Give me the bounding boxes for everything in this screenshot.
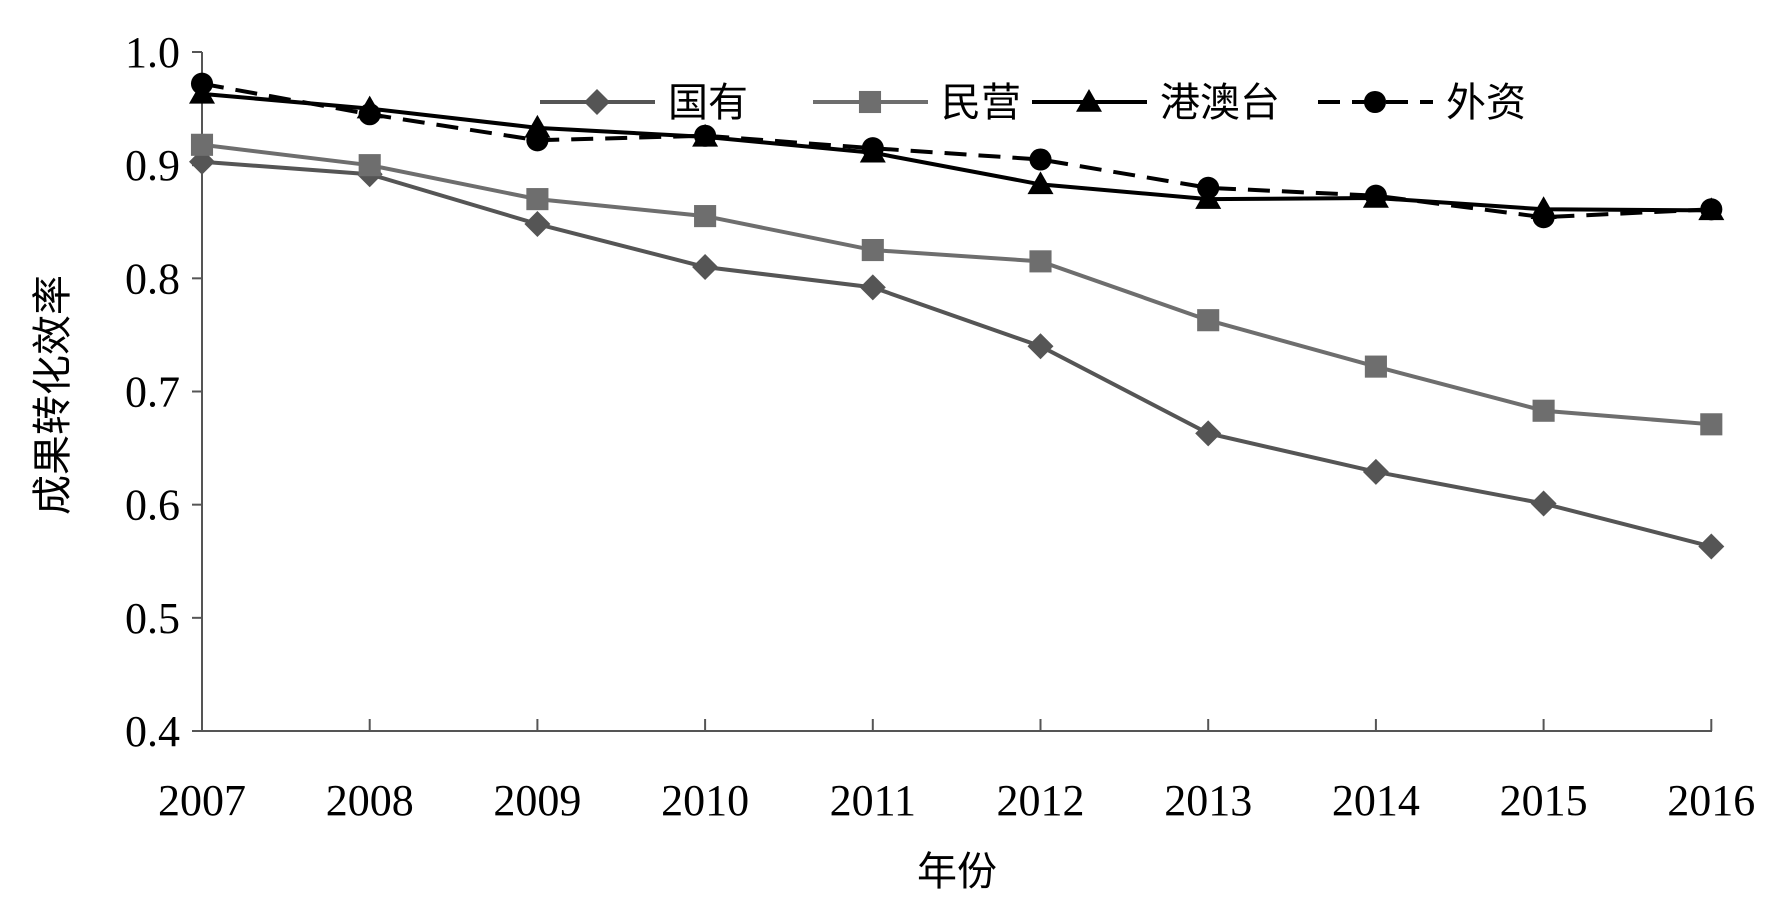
x-tick-label: 2014 — [1332, 776, 1420, 825]
legend-label-3: 港澳台 — [1160, 80, 1280, 126]
x-tick-label: 2010 — [661, 776, 749, 825]
data-point-2-2014 — [1364, 355, 1387, 378]
legend-marker-2 — [858, 90, 882, 114]
y-tick-label: 0.4 — [125, 707, 180, 756]
data-point-1-2014 — [1362, 458, 1389, 485]
x-tick-label: 2016 — [1667, 776, 1755, 825]
data-point-1-2013 — [1195, 420, 1222, 447]
data-point-4-2008 — [358, 103, 381, 126]
data-point-4-2009 — [526, 129, 549, 152]
data-point-2-2010 — [694, 205, 717, 228]
data-point-1-2011 — [859, 274, 886, 301]
x-tick-label: 2012 — [997, 776, 1085, 825]
data-point-4-2012 — [1029, 148, 1052, 171]
legend-label-4: 外资 — [1446, 80, 1526, 126]
x-tick-label: 2013 — [1164, 776, 1252, 825]
legend-marker-1 — [584, 89, 610, 115]
x-tick-label: 2008 — [326, 776, 414, 825]
data-point-2-2011 — [861, 238, 884, 262]
legend-label-2: 民营 — [941, 80, 1021, 126]
x-ticks: 2007 2008 2009 2010 2011 2012 2013 2014 2015 2016 — [158, 719, 1755, 825]
x-axis-title: 年份 — [917, 849, 997, 895]
y-tick-label: 0.7 — [125, 368, 180, 417]
series-layer — [189, 72, 1725, 560]
data-point-4-2007 — [190, 72, 214, 95]
data-point-3-2012 — [1027, 171, 1054, 195]
series-line-4 — [201, 81, 1712, 220]
data-point-2-2007 — [190, 133, 214, 156]
y-tick-label: 0.8 — [125, 254, 180, 303]
x-tick-label: 2009 — [493, 776, 581, 825]
data-point-4-2014 — [1364, 184, 1387, 207]
data-point-2-2013 — [1197, 309, 1220, 332]
data-point-1-2015 — [1530, 490, 1557, 517]
data-point-2-2016 — [1700, 413, 1723, 436]
data-point-2-2015 — [1532, 399, 1555, 422]
y-tick-label: 0.5 — [125, 594, 180, 643]
data-point-2-2012 — [1029, 250, 1052, 273]
data-point-4-2016 — [1700, 198, 1723, 221]
data-point-4-2013 — [1197, 176, 1220, 199]
y-tick-label: 0.6 — [125, 481, 180, 530]
legend: 国有 民营 港澳台 外资 — [540, 80, 1526, 126]
data-point-1-2016 — [1698, 533, 1725, 560]
data-point-2-2008 — [358, 154, 381, 177]
series-line-2 — [201, 142, 1712, 427]
series-line-3 — [201, 91, 1712, 213]
data-point-1-2009 — [524, 211, 551, 238]
x-tick-label: 2015 — [1500, 776, 1588, 825]
y-axis-title: 成果转化效率 — [30, 275, 76, 515]
y-tick-label: 0.9 — [125, 141, 180, 190]
x-tick-label: 2007 — [158, 776, 246, 825]
series-line-1 — [201, 159, 1712, 549]
data-point-4-2011 — [861, 137, 884, 160]
y-ticks: 0.4 0.5 0.6 0.7 0.8 0.9 1.0 — [125, 28, 202, 756]
data-point-2-2009 — [526, 188, 549, 211]
x-tick-label: 2011 — [830, 776, 916, 825]
y-tick-label: 1.0 — [125, 28, 180, 77]
data-point-1-2012 — [1027, 333, 1054, 360]
legend-marker-3 — [1076, 89, 1102, 112]
data-point-1-2010 — [692, 254, 719, 281]
data-point-4-2010 — [694, 124, 717, 147]
data-point-4-2015 — [1532, 206, 1555, 229]
legend-label-1: 国有 — [668, 80, 748, 126]
legend-marker-4 — [1363, 90, 1387, 114]
